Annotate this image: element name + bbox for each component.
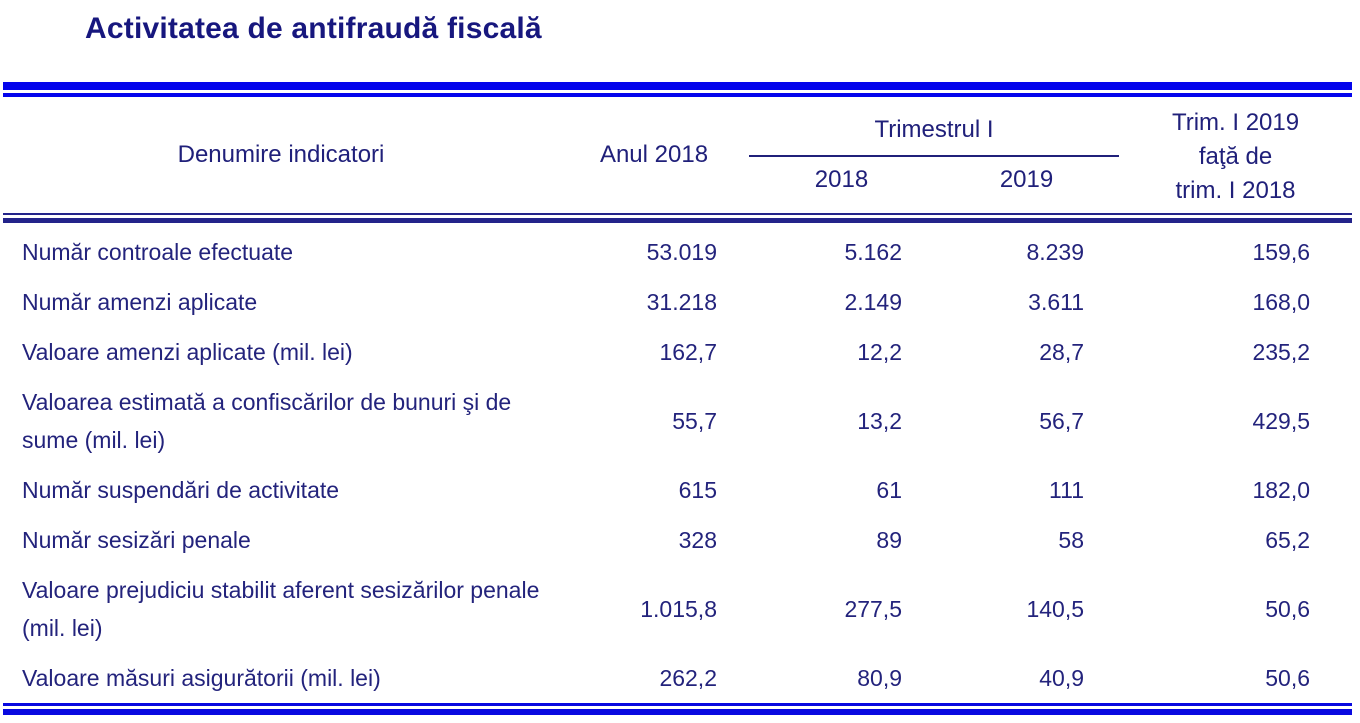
top-double-rule bbox=[3, 82, 1352, 97]
table-row: Valoarea estimată a confiscărilor de bun… bbox=[3, 377, 1352, 465]
indicator-cell: Număr amenzi aplicate bbox=[22, 289, 258, 315]
table-row: Valoare prejudiciu stabilit aferent sesi… bbox=[3, 565, 1352, 653]
trim1-2018-cell: 13,2 bbox=[857, 408, 902, 434]
table-header: Denumire indicatori Anul 2018 Trimestrul… bbox=[3, 97, 1353, 223]
header-group-trimestrul-1: Trimestrul I bbox=[749, 97, 1120, 157]
table-row: Valoare amenzi aplicate (mil. lei) 162,7… bbox=[3, 327, 1352, 377]
indicator-cell: Număr sesizări penale bbox=[22, 527, 251, 553]
ratio-cell: 235,2 bbox=[1252, 339, 1311, 365]
header-year-2018: Anul 2018 bbox=[599, 141, 709, 168]
table-row: Număr amenzi aplicate 31.218 2.149 3.611… bbox=[3, 277, 1352, 327]
indicator-cell: Valoarea estimată a confiscărilor de bun… bbox=[22, 389, 512, 453]
header-body-separator bbox=[3, 213, 1353, 223]
header-trim1-2019: 2019 bbox=[999, 166, 1054, 193]
trim1-2018-cell: 61 bbox=[876, 477, 902, 503]
trim1-2018-cell: 277,5 bbox=[844, 596, 902, 622]
indicator-cell: Număr controale efectuate bbox=[22, 239, 294, 265]
anul-2018-cell: 162,7 bbox=[659, 339, 717, 365]
trim1-2019-cell: 111 bbox=[1049, 477, 1085, 503]
trim1-2018-cell: 89 bbox=[876, 527, 902, 553]
header-ratio-line-2: faţă de bbox=[1198, 143, 1273, 170]
anul-2018-cell: 1.015,8 bbox=[640, 596, 717, 622]
anul-2018-cell: 262,2 bbox=[659, 665, 717, 691]
anul-2018-cell: 55,7 bbox=[672, 408, 717, 434]
header-indicator: Denumire indicatori bbox=[177, 141, 385, 168]
separator-thin-bar bbox=[3, 213, 1353, 215]
indicator-cell: Valoare măsuri asigurătorii (mil. lei) bbox=[22, 665, 381, 691]
anul-2018-cell: 328 bbox=[678, 527, 717, 553]
bottom-rule-thick-bar bbox=[3, 709, 1352, 715]
bottom-double-rule bbox=[3, 703, 1352, 715]
table-row: Număr controale efectuate 53.019 5.162 8… bbox=[3, 223, 1352, 277]
separator-thick-bar bbox=[3, 218, 1353, 223]
trim1-2018-cell: 80,9 bbox=[857, 665, 902, 691]
ratio-cell: 50,6 bbox=[1265, 665, 1311, 691]
anul-2018-cell: 31.218 bbox=[646, 289, 717, 315]
trim1-2019-cell: 3.611 bbox=[1028, 289, 1085, 315]
ratio-cell: 159,6 bbox=[1252, 239, 1311, 265]
trim1-2018-cell: 5.162 bbox=[844, 239, 902, 265]
table-row: Număr sesizări penale 328 89 58 65,2 bbox=[3, 515, 1352, 565]
header-ratio-line-3: trim. I 2018 bbox=[1175, 177, 1296, 204]
anul-2018-cell: 53.019 bbox=[646, 239, 717, 265]
indicator-cell: Valoare prejudiciu stabilit aferent sesi… bbox=[22, 577, 540, 641]
indicator-cell: Valoare amenzi aplicate (mil. lei) bbox=[22, 339, 353, 365]
trim1-2019-cell: 8.239 bbox=[1026, 239, 1085, 265]
trim1-2019-cell: 40,9 bbox=[1039, 665, 1085, 691]
ratio-cell: 182,0 bbox=[1252, 477, 1311, 503]
antifraud-activity-table: Denumire indicatori Anul 2018 Trimestrul… bbox=[3, 97, 1353, 703]
ratio-cell: 168,0 bbox=[1252, 289, 1311, 315]
header-ratio: Trim. I 2019 faţă de trim. I 2018 bbox=[1119, 97, 1352, 213]
header-trim1-2018: 2018 bbox=[814, 166, 869, 193]
trim1-2019-cell: 28,7 bbox=[1039, 339, 1085, 365]
ratio-cell: 50,6 bbox=[1265, 596, 1311, 622]
ratio-cell: 65,2 bbox=[1265, 527, 1311, 553]
table-row: Număr suspendări de activitate 615 61 11… bbox=[3, 465, 1352, 515]
trim1-2018-cell: 12,2 bbox=[857, 339, 902, 365]
top-rule-thick-bar bbox=[3, 82, 1352, 90]
trim1-2019-cell: 140,5 bbox=[1026, 596, 1085, 622]
top-rule-thin-bar bbox=[3, 93, 1352, 97]
trim1-2018-cell: 2.149 bbox=[844, 289, 902, 315]
table-body: Număr controale efectuate 53.019 5.162 8… bbox=[3, 223, 1352, 703]
anul-2018-cell: 615 bbox=[678, 477, 717, 503]
bottom-rule-thin-bar bbox=[3, 703, 1352, 706]
header-ratio-line-1: Trim. I 2019 bbox=[1171, 109, 1300, 136]
table-row: Valoare măsuri asigurătorii (mil. lei) 2… bbox=[3, 653, 1352, 703]
indicator-cell: Număr suspendări de activitate bbox=[22, 477, 340, 503]
page-title: Activitatea de antifraudă fiscală bbox=[85, 12, 542, 45]
trim1-2019-cell: 56,7 bbox=[1039, 408, 1085, 434]
ratio-cell: 429,5 bbox=[1252, 408, 1311, 434]
trim1-2019-cell: 58 bbox=[1058, 527, 1085, 553]
